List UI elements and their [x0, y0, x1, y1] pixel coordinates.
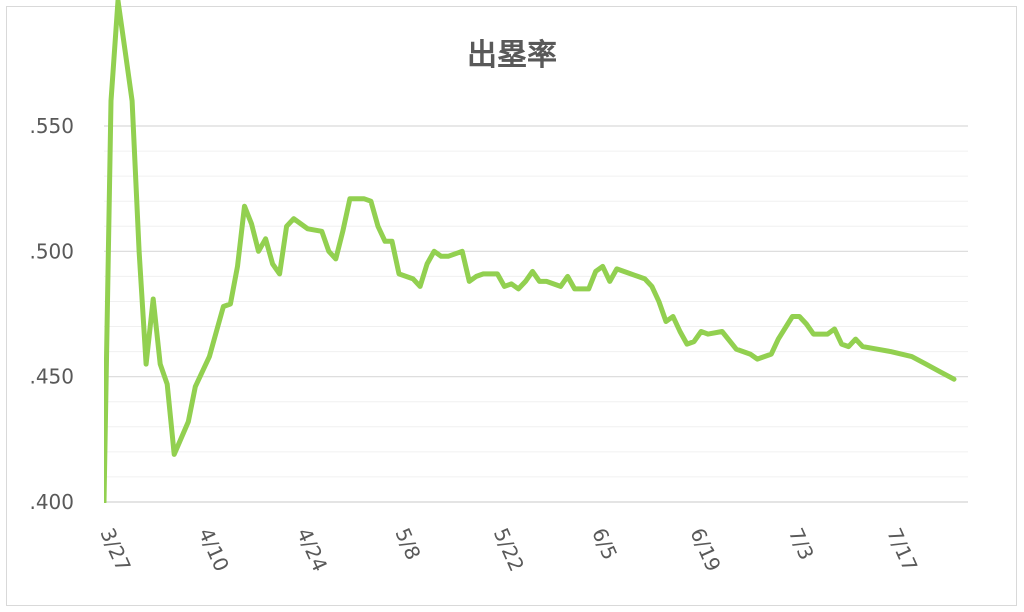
- y-tick-label: .450: [29, 365, 74, 389]
- x-tick-label: 5/22: [489, 524, 529, 575]
- x-tick-label: 4/10: [194, 524, 234, 575]
- series-layer: [104, 0, 957, 503]
- chart-title: 出塁率: [467, 38, 557, 73]
- x-tick-label: 6/19: [685, 524, 725, 575]
- series-line: [104, 0, 957, 503]
- x-tick-label: 6/5: [587, 524, 622, 563]
- chart-frame: [6, 6, 1017, 606]
- x-tick-label: 5/8: [390, 524, 425, 563]
- y-tick-label: .550: [29, 114, 74, 138]
- y-axis-ticks: .400 .450 .500 .550: [29, 114, 74, 514]
- x-tick-label: 4/24: [292, 524, 332, 575]
- y-tick-label: .500: [29, 239, 74, 263]
- x-tick-label: 7/3: [784, 524, 819, 563]
- x-tick-label: 3/27: [95, 524, 135, 575]
- y-tick-label: .400: [29, 490, 74, 514]
- grid-layer: [104, 125, 968, 503]
- x-tick-label: 7/17: [882, 524, 922, 575]
- x-axis-ticks: 3/27 4/10 4/24 5/8 5/22 6/5 6/19 7/3 7/17: [95, 524, 922, 575]
